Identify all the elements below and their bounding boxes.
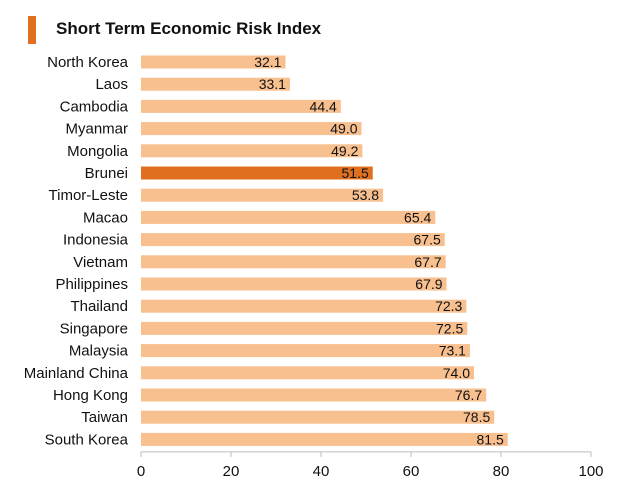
bar-vietnam	[141, 255, 446, 269]
category-label: Hong Kong	[53, 387, 128, 404]
bar-laos	[141, 77, 290, 91]
bar-mongolia	[141, 144, 363, 158]
category-label: Timor-Leste	[49, 187, 128, 204]
category-label: Brunei	[85, 165, 128, 182]
bar-brunei	[141, 166, 373, 180]
category-label: Myanmar	[65, 121, 128, 138]
category-label: Malaysia	[69, 343, 129, 360]
bar-thailand	[141, 299, 467, 313]
category-label: Indonesia	[63, 232, 129, 249]
category-label: Singapore	[60, 320, 128, 337]
category-label: South Korea	[45, 431, 129, 448]
bar-philippines	[141, 277, 447, 291]
bar-taiwan	[141, 410, 495, 424]
category-label: Philippines	[55, 276, 128, 293]
category-label: North Korea	[47, 54, 129, 71]
x-tick-label: 0	[137, 463, 145, 480]
value-label: 73.1	[439, 343, 466, 359]
value-label: 74.0	[443, 365, 470, 381]
value-label: 67.5	[414, 232, 441, 248]
value-label: 72.3	[435, 298, 462, 314]
x-tick-label: 20	[223, 463, 240, 480]
value-label: 81.5	[477, 431, 504, 447]
bar-malaysia	[141, 344, 470, 358]
bar-south-korea	[141, 432, 508, 446]
category-label: Mongolia	[67, 143, 129, 160]
bar-indonesia	[141, 233, 445, 247]
value-label: 65.4	[404, 209, 431, 225]
value-label: 33.1	[259, 76, 286, 92]
category-label: Vietnam	[73, 254, 128, 271]
bar-north-korea	[141, 55, 286, 69]
value-label: 67.7	[414, 254, 441, 270]
x-tick-label: 40	[313, 463, 330, 480]
category-label: Taiwan	[81, 409, 128, 426]
category-label: Thailand	[70, 298, 128, 315]
title-accent-bar	[28, 16, 36, 44]
value-label: 72.5	[436, 320, 463, 336]
value-label: 32.1	[254, 54, 281, 70]
x-tick-label: 80	[493, 463, 510, 480]
category-label: Macao	[83, 209, 128, 226]
value-label: 67.9	[415, 276, 442, 292]
bar-mainland-china	[141, 366, 474, 380]
x-tick-label: 100	[578, 463, 603, 480]
bar-myanmar	[141, 122, 362, 136]
bar-hong-kong	[141, 388, 487, 402]
value-label: 49.2	[331, 143, 358, 159]
value-label: 51.5	[342, 165, 369, 181]
category-label: Mainland China	[24, 365, 129, 382]
category-label: Laos	[95, 76, 128, 93]
bar-singapore	[141, 321, 468, 335]
value-label: 76.7	[455, 387, 482, 403]
value-label: 78.5	[463, 409, 490, 425]
bar-timor-leste	[141, 188, 384, 202]
x-tick-label: 60	[403, 463, 420, 480]
value-label: 44.4	[310, 98, 337, 114]
category-label: Cambodia	[60, 98, 129, 115]
bar-cambodia	[141, 99, 341, 113]
value-label: 49.0	[330, 121, 357, 137]
chart-title: Short Term Economic Risk Index	[56, 19, 322, 38]
value-label: 53.8	[352, 187, 379, 203]
bar-macao	[141, 210, 436, 224]
